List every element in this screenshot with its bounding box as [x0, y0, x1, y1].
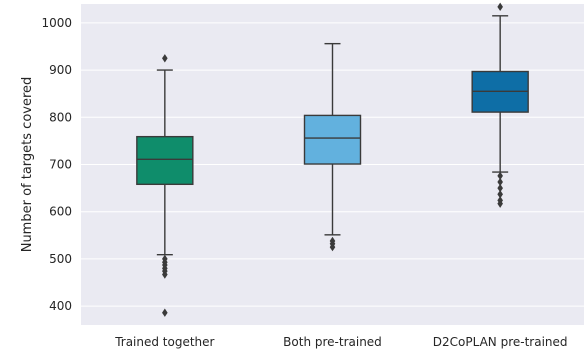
x-tick-labels: Trained together Both pre-trained D2CoPLAN…: [114, 335, 567, 349]
y-tick-label: 600: [49, 205, 72, 219]
y-axis-label: Number of targets covered: [20, 77, 35, 253]
y-tick-labels: 400 500 600 700 800 900 1000: [41, 16, 72, 313]
y-tick-label: 800: [49, 110, 72, 124]
outlier-point: [162, 270, 168, 279]
box-group: [136, 54, 194, 317]
x-tick-label: D2CoPLAN pre-trained: [433, 335, 568, 349]
y-tick-label: 700: [49, 158, 72, 172]
outlier-point: [497, 177, 503, 187]
outlier-point: [497, 199, 503, 208]
box-iqr: [303, 114, 362, 165]
x-tick-label: Both pre-trained: [283, 335, 382, 349]
y-tick-label: 900: [49, 63, 72, 77]
x-tick-label: Trained together: [114, 335, 214, 349]
y-tick-label: 1000: [41, 16, 72, 30]
outlier-point: [497, 183, 503, 193]
boxes: [136, 2, 529, 317]
outlier-point: [329, 242, 336, 252]
box-iqr: [136, 135, 194, 186]
outlier-point: [162, 308, 168, 317]
y-tick-label: 400: [49, 299, 72, 313]
box-group: [471, 2, 529, 208]
outlier-point: [162, 54, 168, 63]
y-tick-label: 500: [49, 252, 72, 266]
outlier-point: [497, 171, 503, 181]
box-group: [303, 42, 362, 252]
outlier-point: [497, 2, 503, 12]
outlier-point: [497, 190, 503, 199]
